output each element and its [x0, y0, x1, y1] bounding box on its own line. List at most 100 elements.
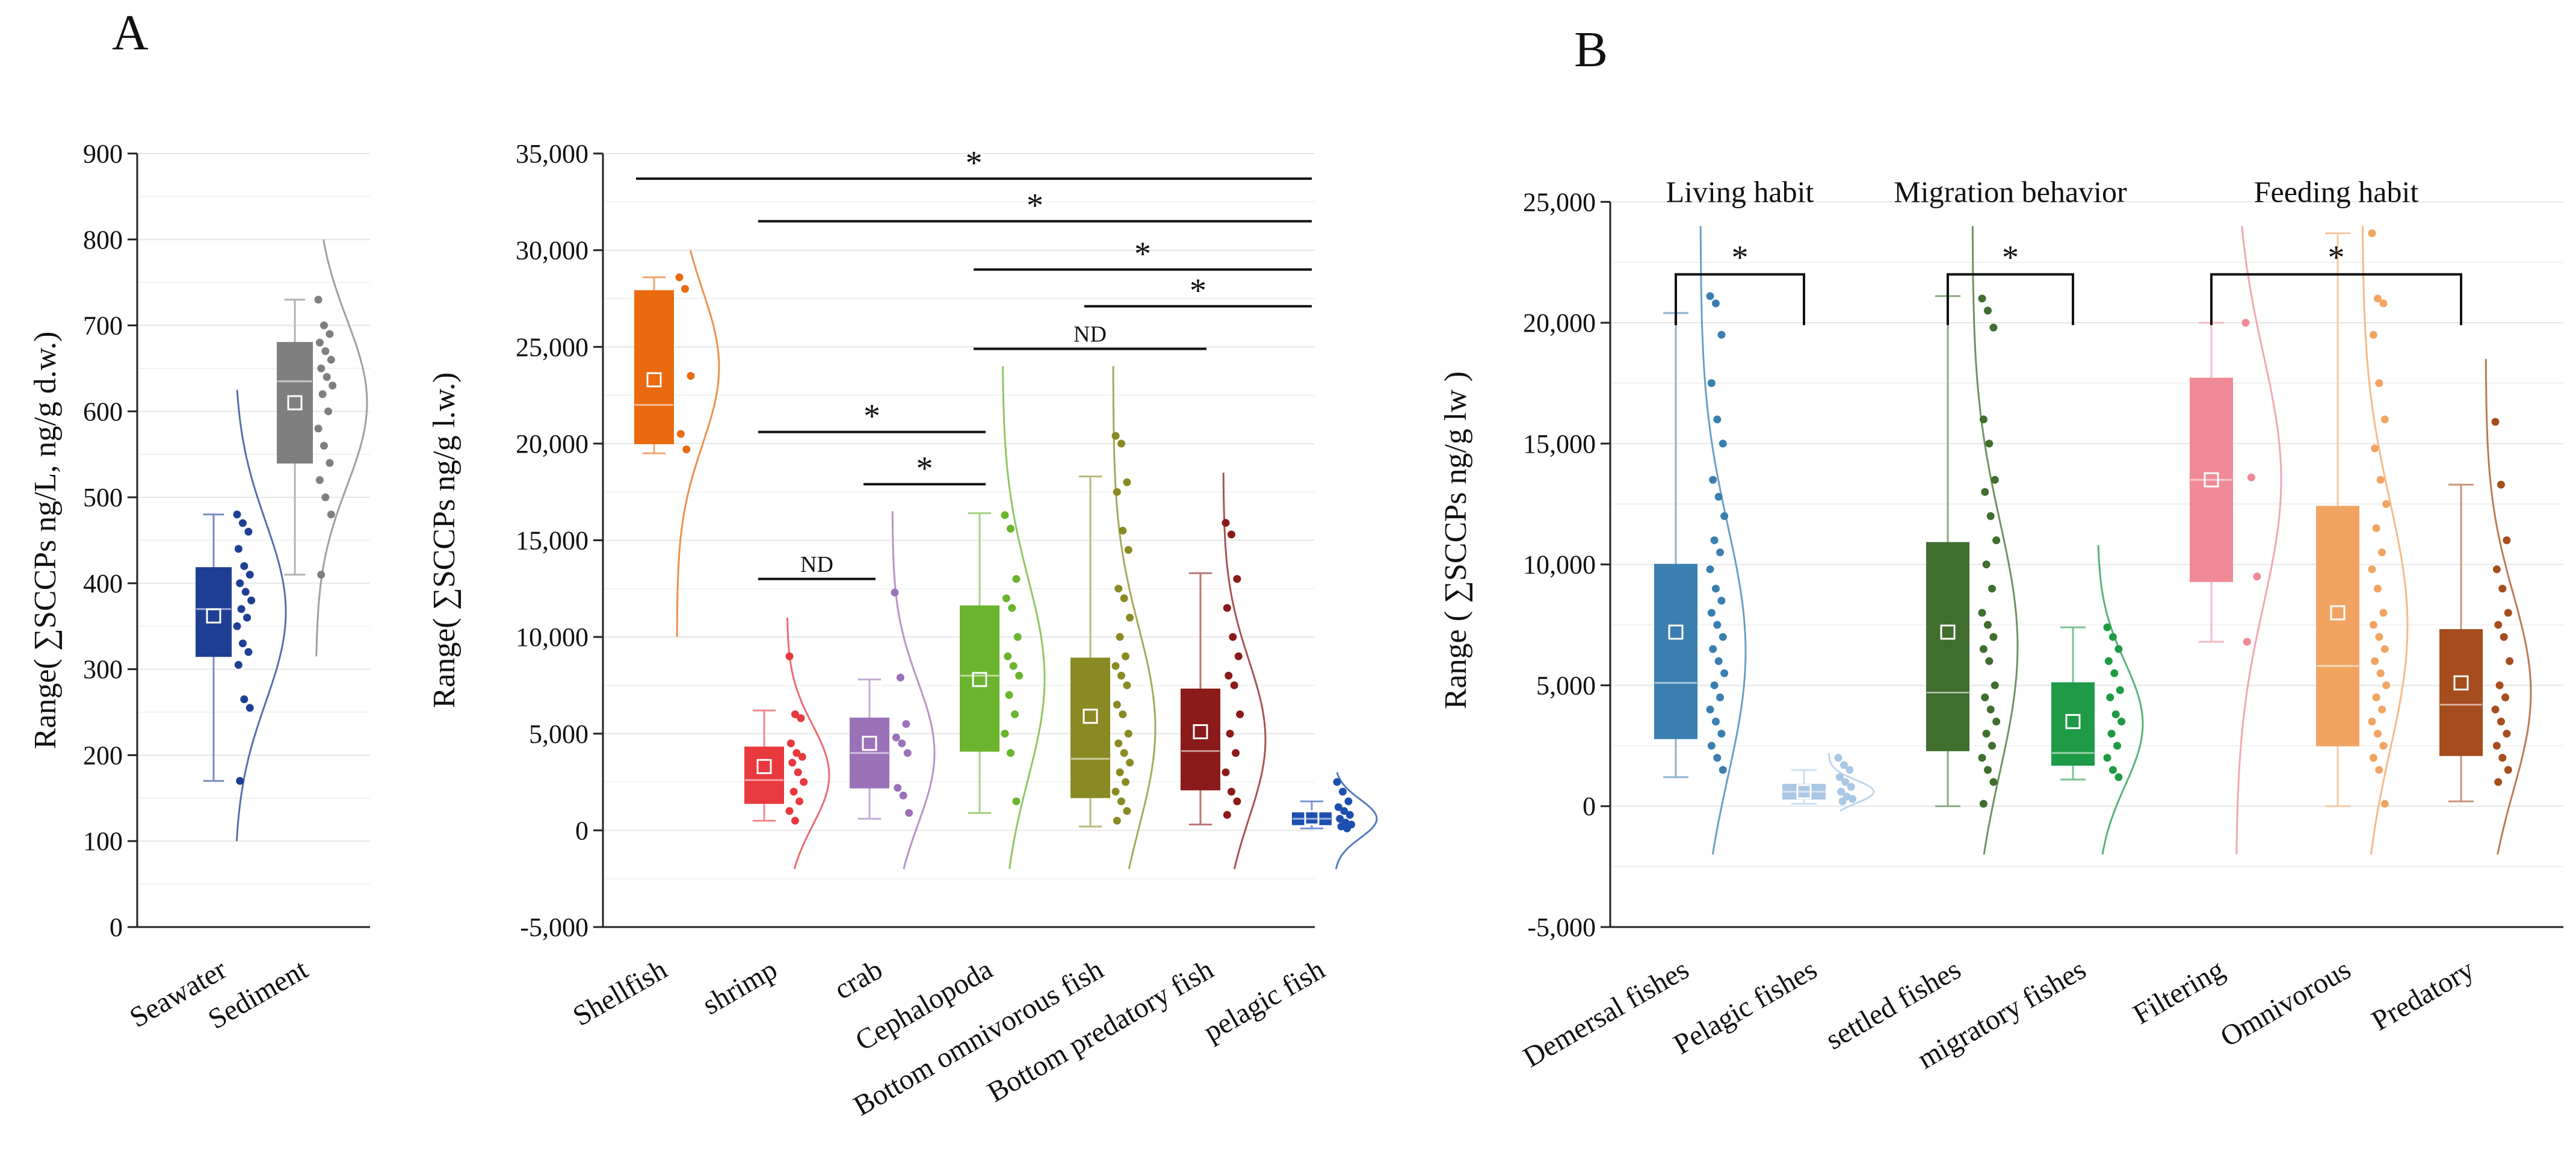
- data-point: [1234, 652, 1243, 660]
- mean-marker: [1940, 624, 1956, 640]
- data-point: [2504, 609, 2512, 617]
- density-curve: [1699, 226, 1747, 855]
- data-point: [2241, 318, 2250, 327]
- mean-marker: [1083, 709, 1098, 724]
- data-point: [2104, 657, 2113, 665]
- data-point: [798, 752, 806, 761]
- data-point: [237, 605, 246, 613]
- data-point: [1011, 710, 1019, 719]
- data-point: [2382, 681, 2391, 689]
- data-point: [1123, 807, 1131, 815]
- data-point: [1122, 652, 1130, 660]
- data-point: [2378, 548, 2386, 557]
- significance-star: *: [1027, 187, 1043, 224]
- data-point: [786, 739, 795, 748]
- data-point: [1978, 294, 1986, 303]
- data-point: [676, 430, 685, 438]
- data-point: [1981, 693, 1989, 702]
- y-tick-label: 600: [83, 397, 123, 426]
- mean-marker: [1193, 724, 1208, 740]
- data-point: [898, 739, 906, 748]
- mean-marker: [206, 608, 221, 624]
- y-axis-label: Range( ∑SCCPs ng/L, ng/g d.w.): [28, 332, 63, 749]
- y-tick-label: 25,000: [516, 332, 588, 362]
- data-point: [1227, 530, 1235, 539]
- data-point: [2492, 742, 2501, 750]
- data-point: [315, 338, 324, 347]
- density-curve: [2097, 545, 2144, 855]
- data-point: [1126, 613, 1134, 622]
- data-point: [2103, 754, 2111, 762]
- data-point: [1978, 609, 1986, 617]
- data-point: [1710, 536, 1719, 544]
- data-point: [327, 510, 335, 519]
- data-point: [1719, 633, 1727, 641]
- box-demersal-fishes: [1654, 563, 1697, 739]
- mean-marker: [646, 372, 662, 388]
- data-point: [2379, 609, 2388, 617]
- data-point: [327, 356, 335, 364]
- data-point: [2371, 657, 2379, 665]
- series-crab: [850, 511, 936, 869]
- data-point: [1989, 633, 1998, 641]
- data-point: [1988, 742, 1997, 750]
- data-point: [324, 407, 333, 415]
- y-tick-label: 5,000: [1536, 671, 1596, 700]
- data-point: [323, 373, 331, 381]
- data-point: [2369, 754, 2377, 762]
- y-tick-label: 400: [83, 569, 123, 598]
- data-point: [1982, 730, 1991, 738]
- data-point: [246, 704, 254, 712]
- x-tick-label: Omnivorous: [2215, 954, 2356, 1053]
- density-curve: [1827, 752, 1875, 812]
- series-demersal-fishes: [1654, 226, 1747, 855]
- data-point: [2253, 572, 2261, 581]
- data-point: [1015, 671, 1024, 680]
- y-tick-label: 900: [83, 139, 123, 169]
- data-point: [1123, 478, 1131, 486]
- data-point: [1114, 585, 1123, 593]
- data-point: [1233, 575, 1241, 583]
- data-point: [1710, 681, 1719, 689]
- data-point: [788, 758, 797, 767]
- y-tick-label: 35,000: [516, 139, 588, 169]
- series-cephalopoda: [960, 366, 1046, 869]
- data-point: [1223, 604, 1231, 612]
- data-point: [1120, 749, 1128, 757]
- data-point: [2494, 778, 2503, 786]
- y-tick-label: 0: [575, 816, 588, 845]
- data-point: [1126, 758, 1134, 767]
- x-tick-label: Pelagic fishes: [1668, 954, 1822, 1061]
- data-point: [1230, 681, 1238, 689]
- series-bottom-omnivorous-fish: [1070, 366, 1157, 869]
- data-point: [1225, 671, 1233, 680]
- x-tick-label: crab: [829, 954, 888, 1006]
- data-point: [1720, 669, 1729, 677]
- data-point: [2380, 415, 2389, 424]
- data-point: [1709, 476, 1717, 484]
- group-living-habit: * Living habit: [1666, 175, 1814, 326]
- data-point: [326, 459, 334, 467]
- y-tick-label: 0: [110, 913, 123, 942]
- data-point: [2504, 766, 2512, 774]
- significance-star: *: [2002, 239, 2019, 276]
- data-point: [1989, 778, 1998, 786]
- y-tick-label: 300: [83, 655, 123, 684]
- y-tick-label: 25,000: [1523, 187, 1596, 217]
- series-settled-fishes: [1926, 226, 2019, 855]
- data-point: [2369, 330, 2377, 339]
- data-point: [1985, 439, 1994, 448]
- series-omnivorous: [2316, 226, 2409, 855]
- data-point: [1340, 807, 1348, 815]
- box-cephalopoda: [960, 605, 999, 752]
- mean-marker: [2330, 605, 2346, 621]
- data-point: [1344, 797, 1353, 805]
- data-point: [1233, 797, 1241, 805]
- data-point: [2492, 565, 2501, 574]
- data-point: [2498, 585, 2507, 593]
- data-point: [2114, 645, 2123, 653]
- group-label: Living habit: [1666, 175, 1814, 208]
- y-tick-label: 10,000: [1523, 550, 1596, 580]
- data-point: [2103, 623, 2111, 631]
- y-tick-label: 15,000: [1523, 429, 1596, 459]
